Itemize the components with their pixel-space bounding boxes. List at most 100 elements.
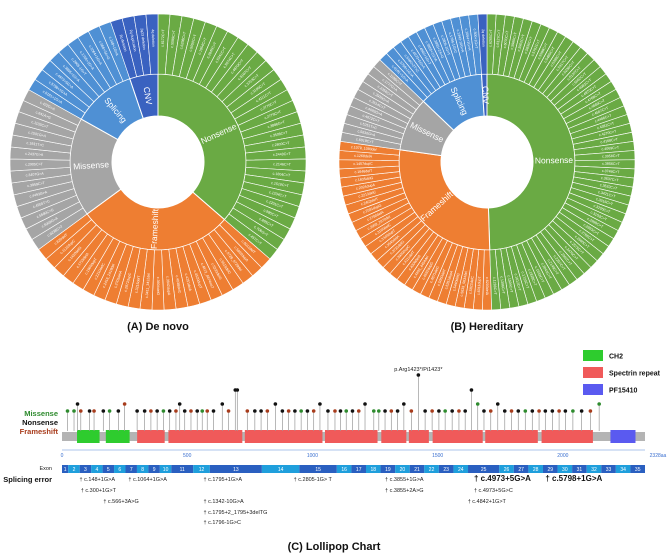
segment-label: c.1268delA bbox=[354, 154, 373, 159]
lollipop-head-frameshift bbox=[92, 409, 96, 413]
exon-7 bbox=[125, 465, 137, 473]
segment-label: c.6070C>T bbox=[503, 30, 510, 49]
lollipop-head-frameshift bbox=[457, 409, 461, 413]
exon-number: 34 bbox=[620, 467, 626, 473]
segment-label: c.1201C>T bbox=[266, 199, 285, 209]
lollipop-head-missense bbox=[72, 409, 76, 413]
outer-segment-2q-deletion bbox=[477, 13, 488, 75]
lollipop-head-missense bbox=[475, 402, 480, 406]
segment-label: c.2591dupG bbox=[362, 203, 382, 214]
x-end-label: 2328aa bbox=[650, 453, 667, 459]
segment-label: c.2443C>T bbox=[273, 152, 292, 157]
domain-ch2 bbox=[77, 430, 100, 443]
segment-label: c.2024dupA bbox=[356, 183, 376, 191]
segment-label: c.1954C>T bbox=[197, 37, 207, 56]
exon-13 bbox=[209, 465, 262, 473]
lollipop-head-missense bbox=[443, 409, 447, 413]
segment-label: c.2146C>T bbox=[273, 162, 292, 166]
domain-spectrin-repeat bbox=[432, 430, 483, 443]
legend-swatch-spectrin-repeat bbox=[583, 367, 603, 378]
lollipop-head-missense bbox=[200, 409, 205, 413]
exon-16 bbox=[336, 465, 352, 473]
legend-swatch-ch2 bbox=[583, 350, 603, 361]
segment-label: c.4381C>T bbox=[597, 121, 616, 130]
lollipop-head-nonsense bbox=[350, 409, 355, 413]
segment-label: c.2776C>T bbox=[260, 100, 278, 112]
exon-number: 25 bbox=[481, 467, 487, 473]
segment-label: c.5633_5634del bbox=[460, 271, 469, 297]
lollipop-head-frameshift bbox=[265, 409, 270, 413]
exon-number: 23 bbox=[443, 467, 449, 473]
exon-number: 12 bbox=[199, 467, 205, 473]
lollipop-head-nonsense bbox=[318, 402, 322, 406]
exon-number: 31 bbox=[577, 467, 583, 473]
lollipop-head-nonsense bbox=[87, 409, 92, 413]
category-label-cnv: CNV bbox=[141, 86, 154, 106]
exon-number: 1 bbox=[64, 467, 67, 473]
lollipop-head-frameshift bbox=[226, 409, 231, 413]
lollipop-head-nonsense bbox=[437, 409, 441, 413]
domain-spectrin-repeat bbox=[137, 430, 165, 443]
segment-label: c.2780delA bbox=[366, 210, 384, 222]
lollipop-head-nonsense bbox=[579, 409, 584, 413]
segment-label: c.4251delA bbox=[184, 273, 192, 292]
segment-label: c.4672C>T bbox=[362, 114, 381, 124]
exon-8 bbox=[136, 465, 149, 473]
segment-label: c.895C>T bbox=[258, 217, 274, 229]
exon-10 bbox=[159, 465, 172, 473]
lollipop-head-missense bbox=[523, 409, 528, 413]
category-label-cnv: CNV bbox=[480, 86, 491, 105]
segment-label: c.1612C>T bbox=[513, 273, 521, 292]
row-label-frameshift: Frameshift bbox=[20, 427, 59, 436]
segment-label: c.300+1G>T bbox=[473, 28, 479, 49]
domain-spectrin-repeat bbox=[324, 430, 378, 443]
segment-label: c.422G>A bbox=[39, 100, 56, 111]
lollipop-head-nonsense bbox=[338, 409, 343, 413]
x-tick-label: 2000 bbox=[557, 453, 568, 459]
exon-number: 21 bbox=[414, 467, 420, 473]
exon-4 bbox=[91, 465, 103, 473]
exon-18 bbox=[365, 465, 381, 473]
segment-label: c.1288C>T bbox=[492, 277, 497, 296]
lollipop-head-frameshift bbox=[389, 409, 394, 413]
segment-label: 4q deletion bbox=[151, 29, 156, 47]
lollipop-head-nonsense bbox=[101, 409, 106, 413]
exon-number: 22 bbox=[429, 467, 435, 473]
splicing-variant: † c.1796-1G>C bbox=[203, 520, 240, 526]
segment-label: c.1519C>T bbox=[271, 181, 290, 188]
segment-label: c.3748C>T bbox=[602, 169, 621, 174]
x-tick-label: 1500 bbox=[432, 453, 443, 459]
segment-label: c.3215delT bbox=[134, 274, 141, 293]
lollipop-head-missense bbox=[571, 409, 575, 413]
segment-label: c.4168C>T bbox=[600, 137, 619, 144]
lollipop-head-nonsense bbox=[502, 409, 507, 413]
legend-label-ch2: CH2 bbox=[609, 354, 623, 361]
segment-label: c.3959C>T bbox=[27, 181, 46, 188]
lollipop-head-nonsense bbox=[75, 402, 80, 406]
segment-label: c.2845C>T bbox=[206, 41, 218, 59]
segment-label: c.5701C>T bbox=[530, 38, 541, 57]
lollipop-head-nonsense bbox=[416, 373, 421, 377]
segment-label: c.1501G>A bbox=[28, 130, 47, 138]
segment-label: c.3407G>A bbox=[25, 172, 44, 178]
lollipop-head-frameshift bbox=[333, 409, 337, 413]
lollipop-head-frameshift bbox=[286, 409, 291, 413]
lollipop-head-nonsense bbox=[423, 409, 427, 413]
lollipop-head-nonsense bbox=[363, 402, 367, 406]
exon-number: 29 bbox=[547, 467, 553, 473]
segment-label: c.5980C>T bbox=[510, 31, 518, 50]
segment-label: c.6265C>T bbox=[489, 28, 494, 47]
segment-label: c.1396C>T bbox=[499, 276, 505, 295]
lollipop-head-nonsense bbox=[235, 388, 240, 392]
domain-spectrin-repeat bbox=[485, 430, 538, 443]
legend-swatch-pf15410 bbox=[583, 384, 603, 395]
lollipop-head-nonsense bbox=[195, 409, 200, 413]
exon-number: 28 bbox=[533, 467, 539, 473]
row-label-missense: Missense bbox=[24, 409, 58, 418]
domain-spectrin-repeat bbox=[408, 430, 429, 443]
segment-label: c.1504C>T bbox=[506, 275, 513, 294]
segment-label: c.1835delG bbox=[355, 176, 374, 183]
exon-label: Exon bbox=[39, 466, 52, 472]
lollipop-head-nonsense bbox=[463, 409, 467, 413]
